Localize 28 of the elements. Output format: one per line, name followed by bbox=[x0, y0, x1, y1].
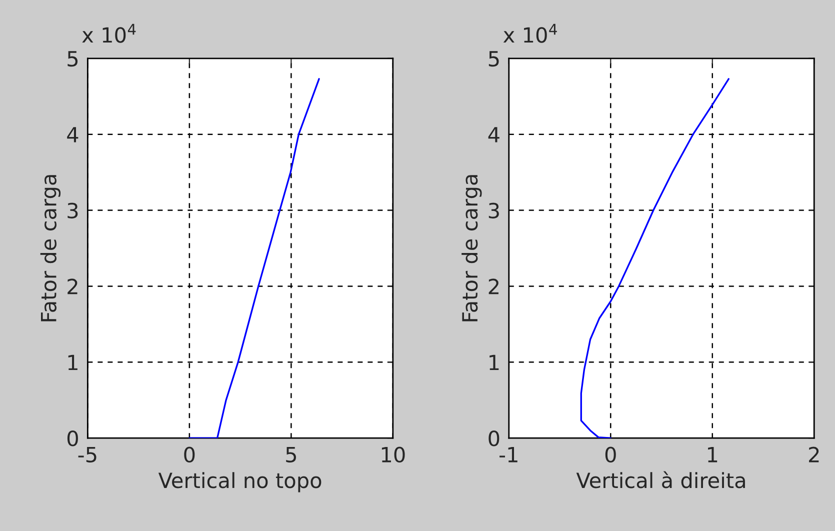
line-series bbox=[188, 78, 320, 438]
y-tick-label: 4 bbox=[67, 127, 78, 142]
x-tick-label: -1 bbox=[500, 447, 518, 462]
y-tick-label: 3 bbox=[68, 202, 78, 218]
y-tick-label: 2 bbox=[68, 278, 78, 294]
y-tick-label: 5 bbox=[488, 51, 499, 67]
x-tick-label: 0 bbox=[605, 446, 616, 463]
y-tick-label: 0 bbox=[67, 430, 78, 446]
text: x 10$^{4}$ bbox=[82, 24, 136, 43]
y-tick-label: 1 bbox=[490, 354, 499, 370]
x-tick-label: 10 bbox=[382, 446, 405, 463]
x-tick-label: 2 bbox=[809, 446, 819, 462]
x-axis-title: Vertical no topo bbox=[158, 472, 322, 492]
x-tick-label: 1 bbox=[708, 447, 718, 462]
x-axis-title: Vertical à direita bbox=[576, 471, 745, 488]
x-tick-label: 5 bbox=[286, 447, 296, 463]
y-tick-label: 3 bbox=[488, 202, 499, 218]
x-tick-label: -5 bbox=[78, 447, 96, 463]
line-series bbox=[580, 78, 730, 438]
y-axis-title: Fator de carga bbox=[40, 175, 61, 322]
y-tick-label: 1 bbox=[68, 354, 78, 370]
y-axis-title: Fator de carga bbox=[462, 175, 482, 322]
y-tick-label: 0 bbox=[488, 430, 500, 446]
y-tick-label: 5 bbox=[68, 51, 78, 67]
text: x 10$^{4}$ bbox=[503, 24, 557, 43]
y-tick-label: 4 bbox=[488, 127, 500, 142]
y-tick-label: 2 bbox=[488, 278, 498, 294]
x-tick-label: 0 bbox=[184, 446, 195, 463]
